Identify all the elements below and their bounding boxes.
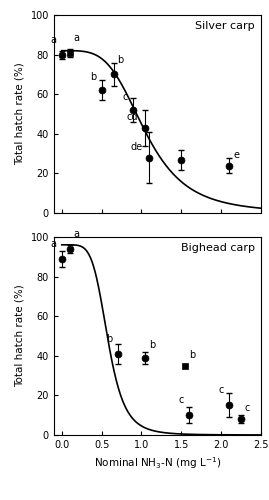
Text: c: c (245, 403, 250, 413)
Text: b: b (118, 54, 124, 64)
X-axis label: Nominal NH$_3$-N (mg L$^{-1}$): Nominal NH$_3$-N (mg L$^{-1}$) (94, 456, 221, 471)
Text: Silver carp: Silver carp (195, 21, 255, 31)
Y-axis label: Total hatch rate (%): Total hatch rate (%) (15, 62, 25, 166)
Text: b: b (189, 350, 196, 360)
Y-axis label: Total hatch rate (%): Total hatch rate (%) (15, 284, 25, 388)
Text: c: c (218, 386, 224, 396)
Text: Bighead carp: Bighead carp (181, 243, 255, 253)
Text: b: b (149, 340, 156, 350)
Text: a: a (50, 239, 56, 249)
Text: a: a (74, 229, 80, 239)
Text: cd: cd (127, 112, 138, 122)
Text: c: c (122, 92, 128, 102)
Text: e: e (233, 150, 239, 160)
Text: b: b (106, 334, 112, 344)
Text: a: a (50, 34, 56, 44)
Text: de: de (130, 142, 142, 152)
Text: b: b (90, 72, 96, 83)
Text: a: a (74, 32, 80, 42)
Text: c: c (178, 396, 184, 406)
